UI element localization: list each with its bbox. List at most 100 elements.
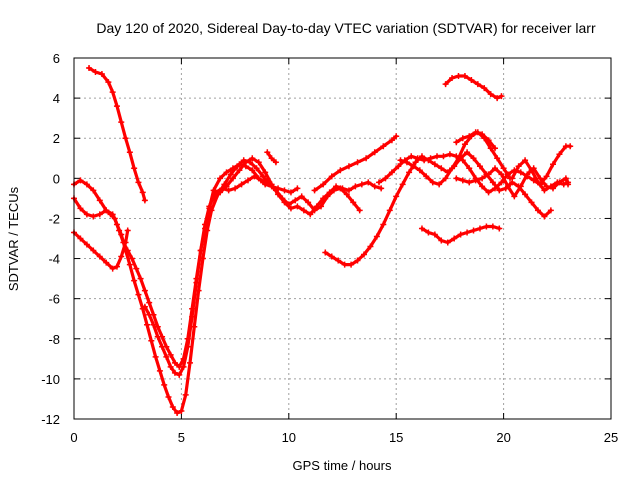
data-point	[492, 165, 499, 172]
data-point	[156, 367, 163, 374]
y-tick-label: -6	[48, 292, 60, 307]
series-line	[72, 158, 362, 415]
data-point	[109, 265, 116, 272]
data-point	[472, 177, 479, 184]
data-point	[137, 275, 144, 282]
data-point	[238, 181, 245, 188]
data-point	[90, 247, 97, 254]
data-point	[122, 135, 129, 142]
chart-title: Day 120 of 2020, Sidereal Day-to-day VTE…	[96, 20, 596, 36]
series-line	[444, 74, 504, 100]
data-point	[438, 237, 445, 244]
data-point	[399, 181, 406, 188]
data-point	[444, 239, 451, 246]
data-point	[322, 249, 329, 256]
series-track-6	[210, 155, 385, 218]
data-point	[249, 167, 256, 174]
data-point	[159, 343, 166, 350]
data-point	[227, 171, 234, 178]
data-point	[416, 167, 423, 174]
data-point	[345, 187, 352, 194]
x-tick-label: 0	[70, 430, 77, 445]
data-point	[186, 359, 193, 366]
data-point	[77, 235, 84, 242]
data-point	[438, 165, 445, 172]
data-point	[442, 81, 449, 88]
data-point	[528, 199, 535, 206]
data-point	[421, 157, 428, 164]
data-point	[191, 323, 198, 330]
data-point	[476, 163, 483, 170]
data-point	[113, 221, 120, 228]
data-point	[380, 221, 387, 228]
data-point	[197, 247, 204, 254]
data-point	[262, 169, 269, 176]
data-point	[479, 175, 486, 182]
data-point	[397, 157, 404, 164]
data-point	[489, 223, 496, 230]
data-point	[534, 179, 541, 186]
data-point	[328, 253, 335, 260]
data-point	[459, 157, 466, 164]
data-point	[431, 161, 438, 168]
data-point	[434, 153, 441, 160]
data-point	[305, 199, 312, 206]
data-point	[414, 155, 421, 162]
data-point	[249, 155, 256, 162]
data-point	[464, 149, 471, 156]
data-point	[461, 141, 468, 148]
y-tick-label: 2	[53, 131, 60, 146]
axis-ticks: 0 5 10 15 20 25 -12 -10 -8 -6 -4 -2 0 2 4 6	[41, 51, 618, 445]
data-point	[105, 79, 112, 86]
data-point	[225, 187, 232, 194]
data-point	[446, 151, 453, 158]
data-point	[483, 223, 490, 230]
data-point	[234, 163, 241, 170]
data-point	[103, 259, 110, 266]
data-point	[371, 149, 378, 156]
data-point	[337, 167, 344, 174]
data-point	[171, 359, 178, 366]
data-point	[217, 189, 224, 196]
data-point	[167, 363, 174, 370]
data-point	[255, 159, 262, 166]
data-point	[373, 233, 380, 240]
data-point	[298, 193, 305, 200]
data-point	[281, 199, 288, 206]
data-point	[148, 337, 155, 344]
data-point	[178, 407, 185, 414]
data-point	[128, 255, 135, 262]
data-point	[498, 93, 505, 100]
data-point	[141, 287, 148, 294]
data-point	[358, 181, 365, 188]
data-point	[517, 183, 524, 190]
data-point	[313, 203, 320, 210]
data-point	[141, 197, 148, 204]
data-point	[494, 155, 501, 162]
data-point	[481, 85, 488, 92]
data-point	[363, 155, 370, 162]
data-point	[348, 261, 355, 268]
data-point	[459, 177, 466, 184]
data-point	[146, 299, 153, 306]
data-point	[354, 159, 361, 166]
x-tick-label: 5	[178, 430, 185, 445]
data-series	[71, 65, 574, 416]
data-point	[500, 165, 507, 172]
x-tick-label: 10	[282, 430, 296, 445]
data-point	[345, 163, 352, 170]
y-tick-label: 4	[53, 91, 60, 106]
data-point	[418, 225, 425, 232]
data-point	[122, 239, 129, 246]
data-point	[109, 211, 116, 218]
data-point	[124, 227, 131, 234]
data-point	[77, 177, 84, 184]
data-point	[141, 303, 148, 310]
data-point	[427, 155, 434, 162]
data-point	[528, 167, 535, 174]
data-point	[354, 257, 361, 264]
data-point	[360, 251, 367, 258]
data-point	[131, 277, 138, 284]
series-track-8	[311, 133, 400, 194]
data-point	[193, 279, 200, 286]
